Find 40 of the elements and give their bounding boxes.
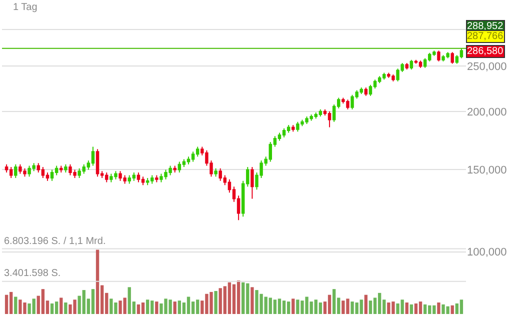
candlestick xyxy=(64,164,68,173)
candlestick xyxy=(155,174,158,183)
candlestick xyxy=(191,151,195,162)
text: 286,580 xyxy=(467,46,504,57)
text: 288,952 xyxy=(467,21,504,32)
candlestick xyxy=(292,124,295,132)
candlestick xyxy=(286,124,290,134)
candlestick xyxy=(141,176,145,186)
ref-line-label: 3.401.598 S. xyxy=(4,268,61,279)
candlestick xyxy=(9,166,13,178)
candlestick xyxy=(450,52,454,64)
candlestick xyxy=(328,110,332,128)
candlestick xyxy=(414,59,418,64)
candlestick xyxy=(437,50,440,62)
candlestick xyxy=(282,128,286,138)
candlestick xyxy=(214,168,218,178)
candlestick xyxy=(41,166,45,178)
candlestick xyxy=(50,169,54,182)
candlestick xyxy=(91,146,95,166)
candlestick xyxy=(405,62,408,70)
candlestick xyxy=(136,172,140,183)
candlestick xyxy=(410,59,414,70)
candlestick xyxy=(418,60,422,68)
candlestick xyxy=(250,166,254,200)
candlestick xyxy=(60,165,63,173)
y-tick-label: 100,000 xyxy=(467,246,507,259)
candlestick xyxy=(318,108,322,118)
y-tick-label: 150,000 xyxy=(467,164,507,177)
ref-line-label: 6.803.196 S. / 1,1 Mrd. xyxy=(4,236,106,247)
y-tick-label: 200,000 xyxy=(467,106,507,118)
y-tick-label: 250,000 xyxy=(467,61,507,74)
candlestick xyxy=(178,161,182,173)
candlestick xyxy=(132,172,136,182)
annotation: 1 Tag xyxy=(13,2,38,13)
candlestick xyxy=(173,165,176,173)
candlestick xyxy=(14,164,18,178)
candlestick xyxy=(364,87,368,96)
candlestick xyxy=(146,177,150,186)
text: 287,766 xyxy=(467,31,504,42)
candlestick xyxy=(96,148,100,178)
